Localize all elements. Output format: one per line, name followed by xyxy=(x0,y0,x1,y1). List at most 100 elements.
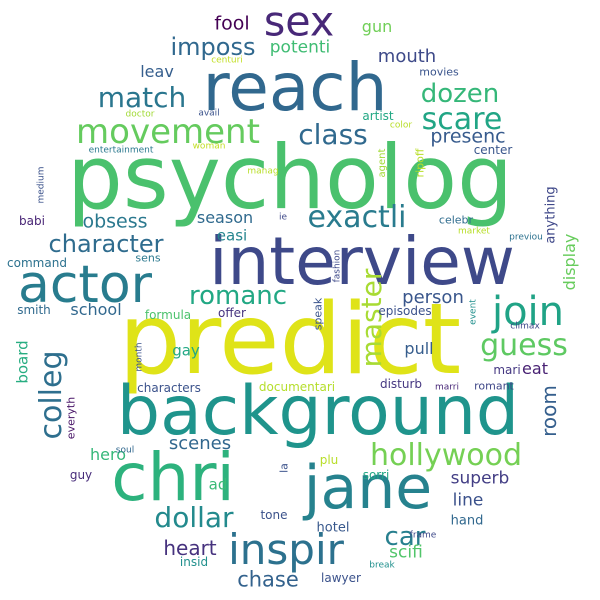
word-match: match xyxy=(97,81,187,114)
word-obsess: obsess xyxy=(82,210,148,233)
word-formula: formula xyxy=(144,308,192,322)
word-marri: marri xyxy=(434,382,460,393)
word-pull: pull xyxy=(404,339,434,358)
word-everyth: everyth xyxy=(64,396,78,440)
word-hotel: hotel xyxy=(316,520,350,536)
word-guess: guess xyxy=(480,328,568,363)
word-avail: avail xyxy=(198,108,220,119)
word-psycholog: psycholog xyxy=(67,126,513,229)
word-imposs: imposs xyxy=(170,33,256,61)
word-doctor: doctor xyxy=(125,109,155,120)
word-colleg: colleg xyxy=(34,350,69,440)
word-medium: medium xyxy=(36,166,47,204)
word-school: school xyxy=(70,300,122,319)
word-inspir: inspir xyxy=(228,525,344,574)
word-centuri: centuri xyxy=(211,55,243,66)
word-event: event xyxy=(468,299,479,325)
word-hand: hand xyxy=(450,513,484,529)
word-color: color xyxy=(389,120,413,131)
word-disturb: disturb xyxy=(379,377,423,391)
word-previou: previou xyxy=(509,232,543,243)
word-ripoff: ripoff xyxy=(413,148,427,178)
word-anything: anything xyxy=(543,186,559,244)
word-break: break xyxy=(369,560,395,571)
word-season: season xyxy=(196,208,254,227)
word-board: board xyxy=(13,340,32,384)
word-ad: ad xyxy=(208,475,228,494)
word-frame: frame xyxy=(409,530,437,541)
word-chase: chase xyxy=(237,567,299,592)
word-climax: climax xyxy=(510,321,540,332)
word-insid: insid xyxy=(179,555,209,569)
word-smith: smith xyxy=(17,303,51,317)
word-hero: hero xyxy=(90,445,126,464)
word-manag: manag xyxy=(247,166,279,177)
word-dollar: dollar xyxy=(154,501,234,534)
word-scifi: scifi xyxy=(389,542,423,563)
word-character: character xyxy=(48,230,164,258)
word-reach: reach xyxy=(202,49,388,126)
word-display: display xyxy=(560,233,579,291)
word-dozen: dozen xyxy=(420,79,500,109)
word-fashion: fashion xyxy=(332,249,343,283)
word-babi: babi xyxy=(19,214,45,228)
word-woman: woman xyxy=(192,141,226,152)
word-episodes: episodes xyxy=(378,304,432,318)
word-celebr: celebr xyxy=(438,213,474,227)
word-mouth: mouth xyxy=(377,46,437,67)
word-background: background xyxy=(116,372,520,451)
word-line: line xyxy=(452,490,484,511)
word-agent: agent xyxy=(377,148,388,178)
word-center: center xyxy=(473,143,513,157)
word-entertainment: entertainment xyxy=(88,145,154,156)
word-heart: heart xyxy=(163,536,217,560)
word-tone: tone xyxy=(260,508,288,522)
word-chri: chri xyxy=(111,439,235,516)
word-market: market xyxy=(458,226,490,237)
word-hollywood: hollywood xyxy=(369,438,523,473)
word-car: car xyxy=(384,522,426,552)
word-artist: artist xyxy=(362,109,394,123)
word-command: command xyxy=(7,256,67,270)
word-presenc: presenc xyxy=(430,125,506,148)
word-person: person xyxy=(402,287,464,308)
word-fool: fool xyxy=(214,12,250,35)
word-class: class xyxy=(298,118,368,151)
word-soul: soul xyxy=(115,445,135,456)
word-easi: easi xyxy=(216,226,248,245)
word-la: la xyxy=(277,463,291,473)
word-movement: movement xyxy=(76,112,260,152)
word-sens: sens xyxy=(135,251,161,265)
word-predict: predict xyxy=(118,283,462,397)
word-sex: sex xyxy=(263,0,335,46)
word-join: join xyxy=(491,289,565,335)
word-ie: ie xyxy=(278,212,288,223)
word-plu: plu xyxy=(319,453,339,467)
word-lawyer: lawyer xyxy=(321,571,361,585)
word-romant: romant xyxy=(474,379,514,393)
word-master: master xyxy=(355,268,388,368)
word-interview: interview xyxy=(209,223,515,300)
word-characters: characters xyxy=(137,381,201,395)
word-movies: movies xyxy=(419,65,459,79)
word-documentari: documentari xyxy=(258,380,336,394)
word-month: month xyxy=(134,342,145,372)
word-leav: leav xyxy=(140,62,174,81)
word-gun: gun xyxy=(361,17,393,36)
word-romanc: romanc xyxy=(188,281,288,311)
word-room: room xyxy=(537,385,561,437)
word-gay: gay xyxy=(172,341,200,360)
word-speak: speak xyxy=(311,297,325,331)
word-mari: mari xyxy=(493,363,521,377)
word-superb: superb xyxy=(450,468,510,489)
word-offer: offer xyxy=(218,306,246,320)
word-guy: guy xyxy=(69,468,93,482)
word-eat: eat xyxy=(522,359,548,378)
word-scenes: scenes xyxy=(168,433,232,454)
word-potenti: potenti xyxy=(269,37,331,58)
word-jane: jane xyxy=(303,453,433,523)
word-actor: actor xyxy=(17,255,153,315)
word-scare: scare xyxy=(421,102,503,137)
word-exactli: exactli xyxy=(307,200,407,235)
